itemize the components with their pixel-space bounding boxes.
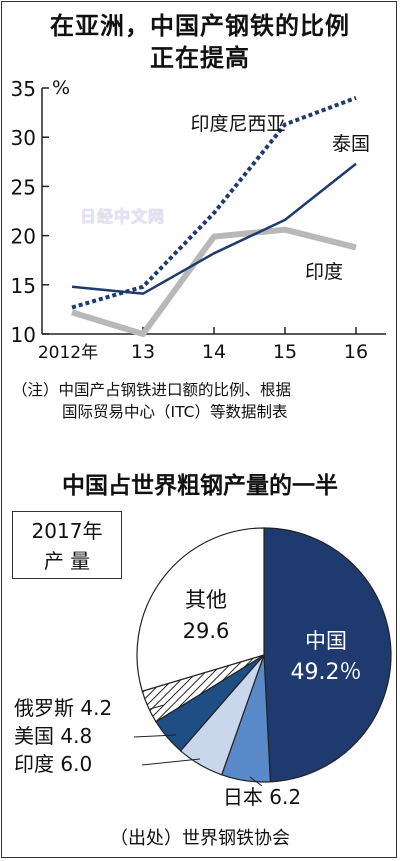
source-note: （出处）世界钢铁协会 xyxy=(110,828,290,849)
x-tick-label: 2012年 xyxy=(38,343,98,363)
pie-label-其他-value: 29.6 xyxy=(183,619,230,643)
pie-slice-其他 xyxy=(136,527,265,692)
x-tick-label: 16 xyxy=(344,341,368,363)
pie-label-中国-name: 中国 xyxy=(305,629,347,653)
pie-year: 2017年 xyxy=(31,519,103,543)
watermark: 日经中文网 xyxy=(80,207,166,226)
pie-label-中国-value: 49.2％ xyxy=(291,660,362,685)
pie-measure: 产 量 xyxy=(43,549,91,573)
y-tick-label: 20 xyxy=(11,225,36,249)
series-label-印度尼西亚: 印度尼西亚 xyxy=(190,113,285,135)
y-tick-label: 10 xyxy=(11,323,36,347)
x-tick-label: 13 xyxy=(131,341,155,363)
pie-label-美国: 美国 4.8 xyxy=(14,724,92,748)
series-line-泰国 xyxy=(71,162,357,295)
chart-title-line1: 在亚洲，中国产钢铁的比例 xyxy=(50,12,350,40)
leader-line-俄罗斯 xyxy=(149,704,165,710)
pie-label-其他-name: 其他 xyxy=(185,588,227,612)
pie-label-日本: 日本 6.2 xyxy=(223,785,301,809)
y-tick-label: 35 xyxy=(11,77,36,101)
y-tick-label: 15 xyxy=(11,274,36,298)
x-tick-label: 15 xyxy=(273,341,297,363)
leader-line-印度 xyxy=(141,758,201,766)
pie-label-印度: 印度 6.0 xyxy=(14,752,92,776)
series-label-印度: 印度 xyxy=(305,261,343,283)
pie-label-俄罗斯: 俄罗斯 4.2 xyxy=(14,696,112,720)
leader-line-日本 xyxy=(249,776,263,787)
x-tick-label: 14 xyxy=(202,341,226,363)
series-line-印度尼西亚 xyxy=(71,95,357,310)
leader-line-美国 xyxy=(133,734,177,738)
pie-title: 中国占世界粗钢产量的一半 xyxy=(62,473,338,499)
y-axis-unit: % xyxy=(52,77,70,99)
pie-slice-中国 xyxy=(263,527,392,783)
chart-title-line2: 正在提高 xyxy=(150,44,250,72)
y-tick-label: 25 xyxy=(11,175,36,199)
note-line2: 国际贸易中心（ITC）等数据制表 xyxy=(62,403,288,421)
series-label-泰国: 泰国 xyxy=(332,133,370,155)
series-line-印度 xyxy=(71,226,357,337)
note-line1: （注）中国产占钢铁进口额的比例、根据 xyxy=(12,381,292,399)
pie-chart: 中国 49.2％ 其他 29.6 日本 6.2 印度 6.0 美国 4.8 俄罗斯 4.2 xyxy=(14,527,392,809)
pie-year-box: 2017年 产 量 xyxy=(12,511,122,579)
y-tick-label: 30 xyxy=(11,126,36,150)
